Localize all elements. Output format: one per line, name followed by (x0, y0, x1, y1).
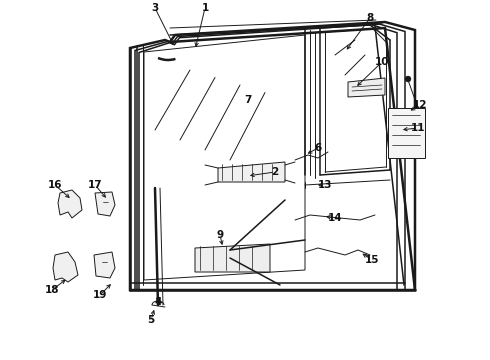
Text: 6: 6 (315, 143, 321, 153)
Text: 1: 1 (201, 3, 209, 13)
Polygon shape (58, 190, 82, 218)
Text: 2: 2 (271, 167, 279, 177)
Text: 3: 3 (151, 3, 159, 13)
Polygon shape (95, 192, 115, 216)
Text: 14: 14 (328, 213, 343, 223)
Text: 11: 11 (411, 123, 425, 133)
Text: 4: 4 (154, 297, 162, 307)
Text: 15: 15 (365, 255, 379, 265)
Circle shape (405, 76, 411, 82)
Polygon shape (348, 78, 385, 97)
Polygon shape (94, 252, 115, 278)
Polygon shape (53, 252, 78, 282)
Text: 12: 12 (413, 100, 427, 110)
Text: 18: 18 (45, 285, 59, 295)
Text: 9: 9 (217, 230, 223, 240)
Text: 8: 8 (367, 13, 374, 23)
Text: 7: 7 (245, 95, 252, 105)
Text: 19: 19 (93, 290, 107, 300)
Polygon shape (388, 108, 425, 158)
Text: 10: 10 (375, 57, 389, 67)
Circle shape (403, 130, 409, 136)
Text: 17: 17 (88, 180, 102, 190)
Text: 13: 13 (318, 180, 332, 190)
Text: 16: 16 (48, 180, 62, 190)
Polygon shape (195, 244, 270, 272)
Polygon shape (218, 162, 285, 182)
Text: 5: 5 (147, 315, 155, 325)
